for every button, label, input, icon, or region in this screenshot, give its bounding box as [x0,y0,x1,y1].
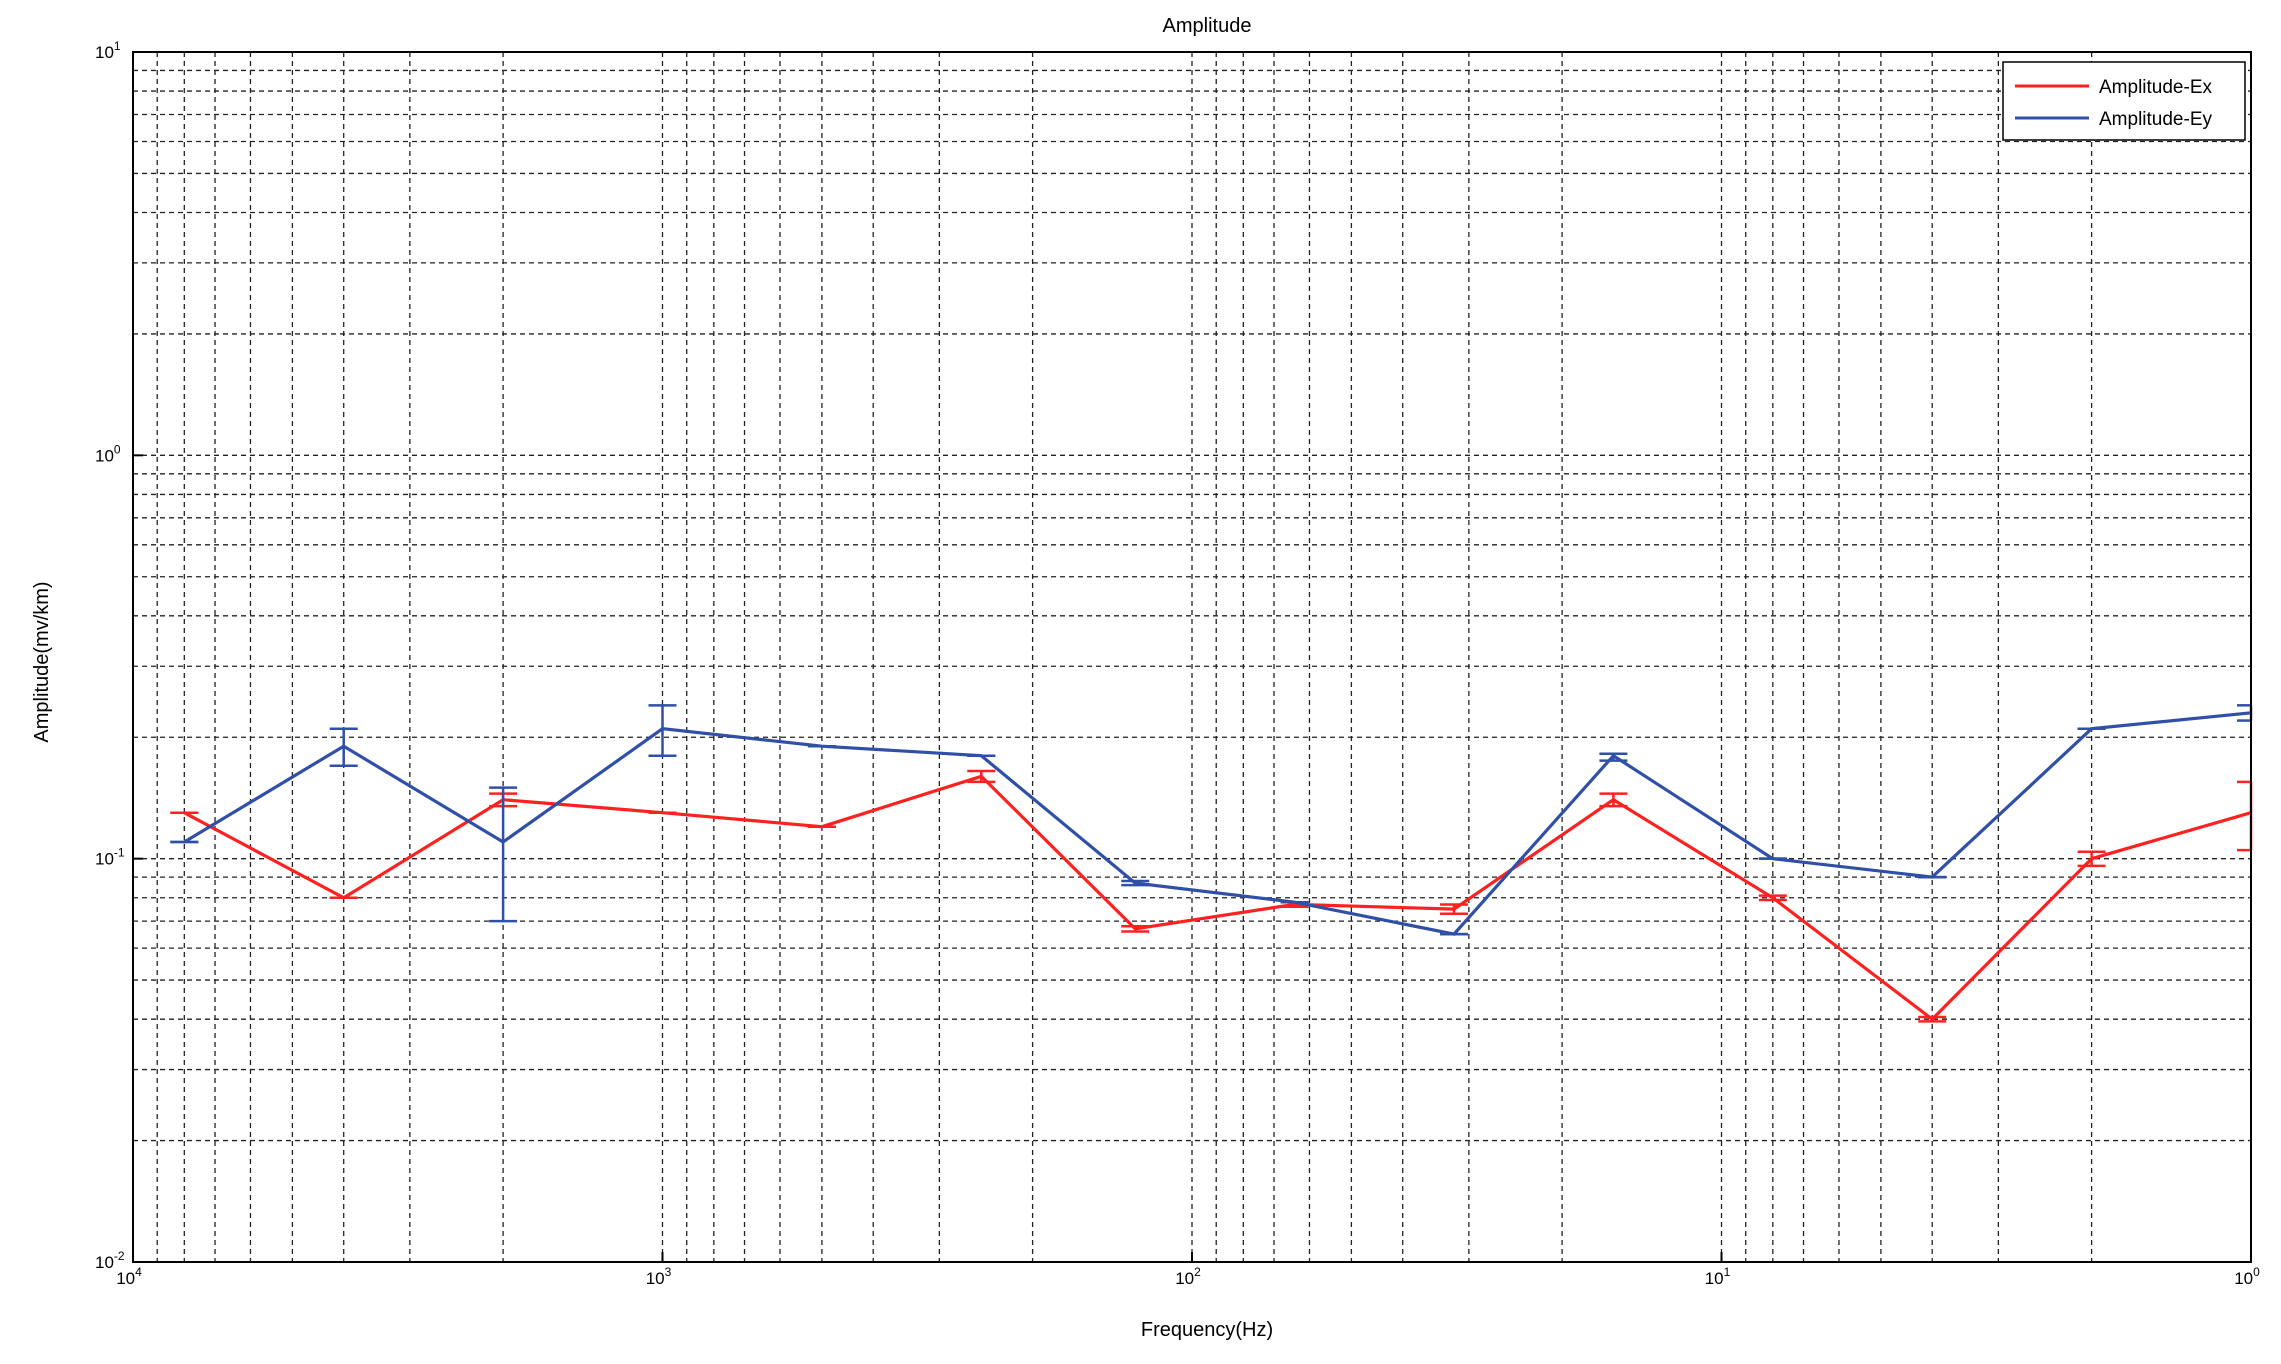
error-bar [1918,1015,1947,1023]
error-bar [489,786,518,923]
y-tick-exponent: -1 [114,846,125,860]
x-tick-label: 103 [646,1265,672,1288]
y-tick-exponent: 1 [114,39,121,53]
y-tick-label: 100 [95,442,121,465]
error-bar [967,769,996,784]
legend: Amplitude-Ex Amplitude-Ey [2002,61,2246,141]
x-tick-label: 104 [116,1265,142,1288]
series-layer [170,704,2253,1023]
y-tick-label: 10-1 [95,846,125,869]
error-bar [329,727,358,767]
series-ey [170,704,2253,936]
error-bar [1440,903,1469,916]
x-tick-exponent: 3 [665,1265,672,1279]
y-axis-title: Amplitude(mv/km) [31,581,53,742]
grid [133,52,2251,1262]
y-tick-label: 101 [95,39,121,62]
error-bar [1599,792,1628,808]
error-bar [648,704,677,757]
x-tick-label: 101 [1705,1265,1731,1288]
legend-box [2002,61,2246,141]
error-bar [1121,879,1150,887]
legend-label: Amplitude-Ex [2099,77,2212,98]
error-bar [1758,894,1787,902]
error-bar [1599,752,1628,762]
series-line [183,711,2252,936]
error-bar [2077,850,2106,868]
x-tick-exponent: 4 [135,1265,142,1279]
series-line [183,774,2252,1022]
x-axis-title: Frequency(Hz) [1141,1319,1273,1341]
chart-title: Amplitude [1163,15,1252,37]
x-tick-label: 102 [1175,1265,1201,1288]
error-bar [1121,924,1150,933]
y-tick-exponent: 0 [114,442,121,456]
y-tick-exponent: -2 [114,1249,125,1263]
x-tick-exponent: 0 [2253,1265,2260,1279]
legend-label: Amplitude-Ey [2099,109,2212,130]
x-tick-label: 100 [2234,1265,2260,1288]
series-ex [170,769,2253,1023]
x-tick-exponent: 1 [1724,1265,1731,1279]
x-tick-exponent: 2 [1194,1265,1201,1279]
